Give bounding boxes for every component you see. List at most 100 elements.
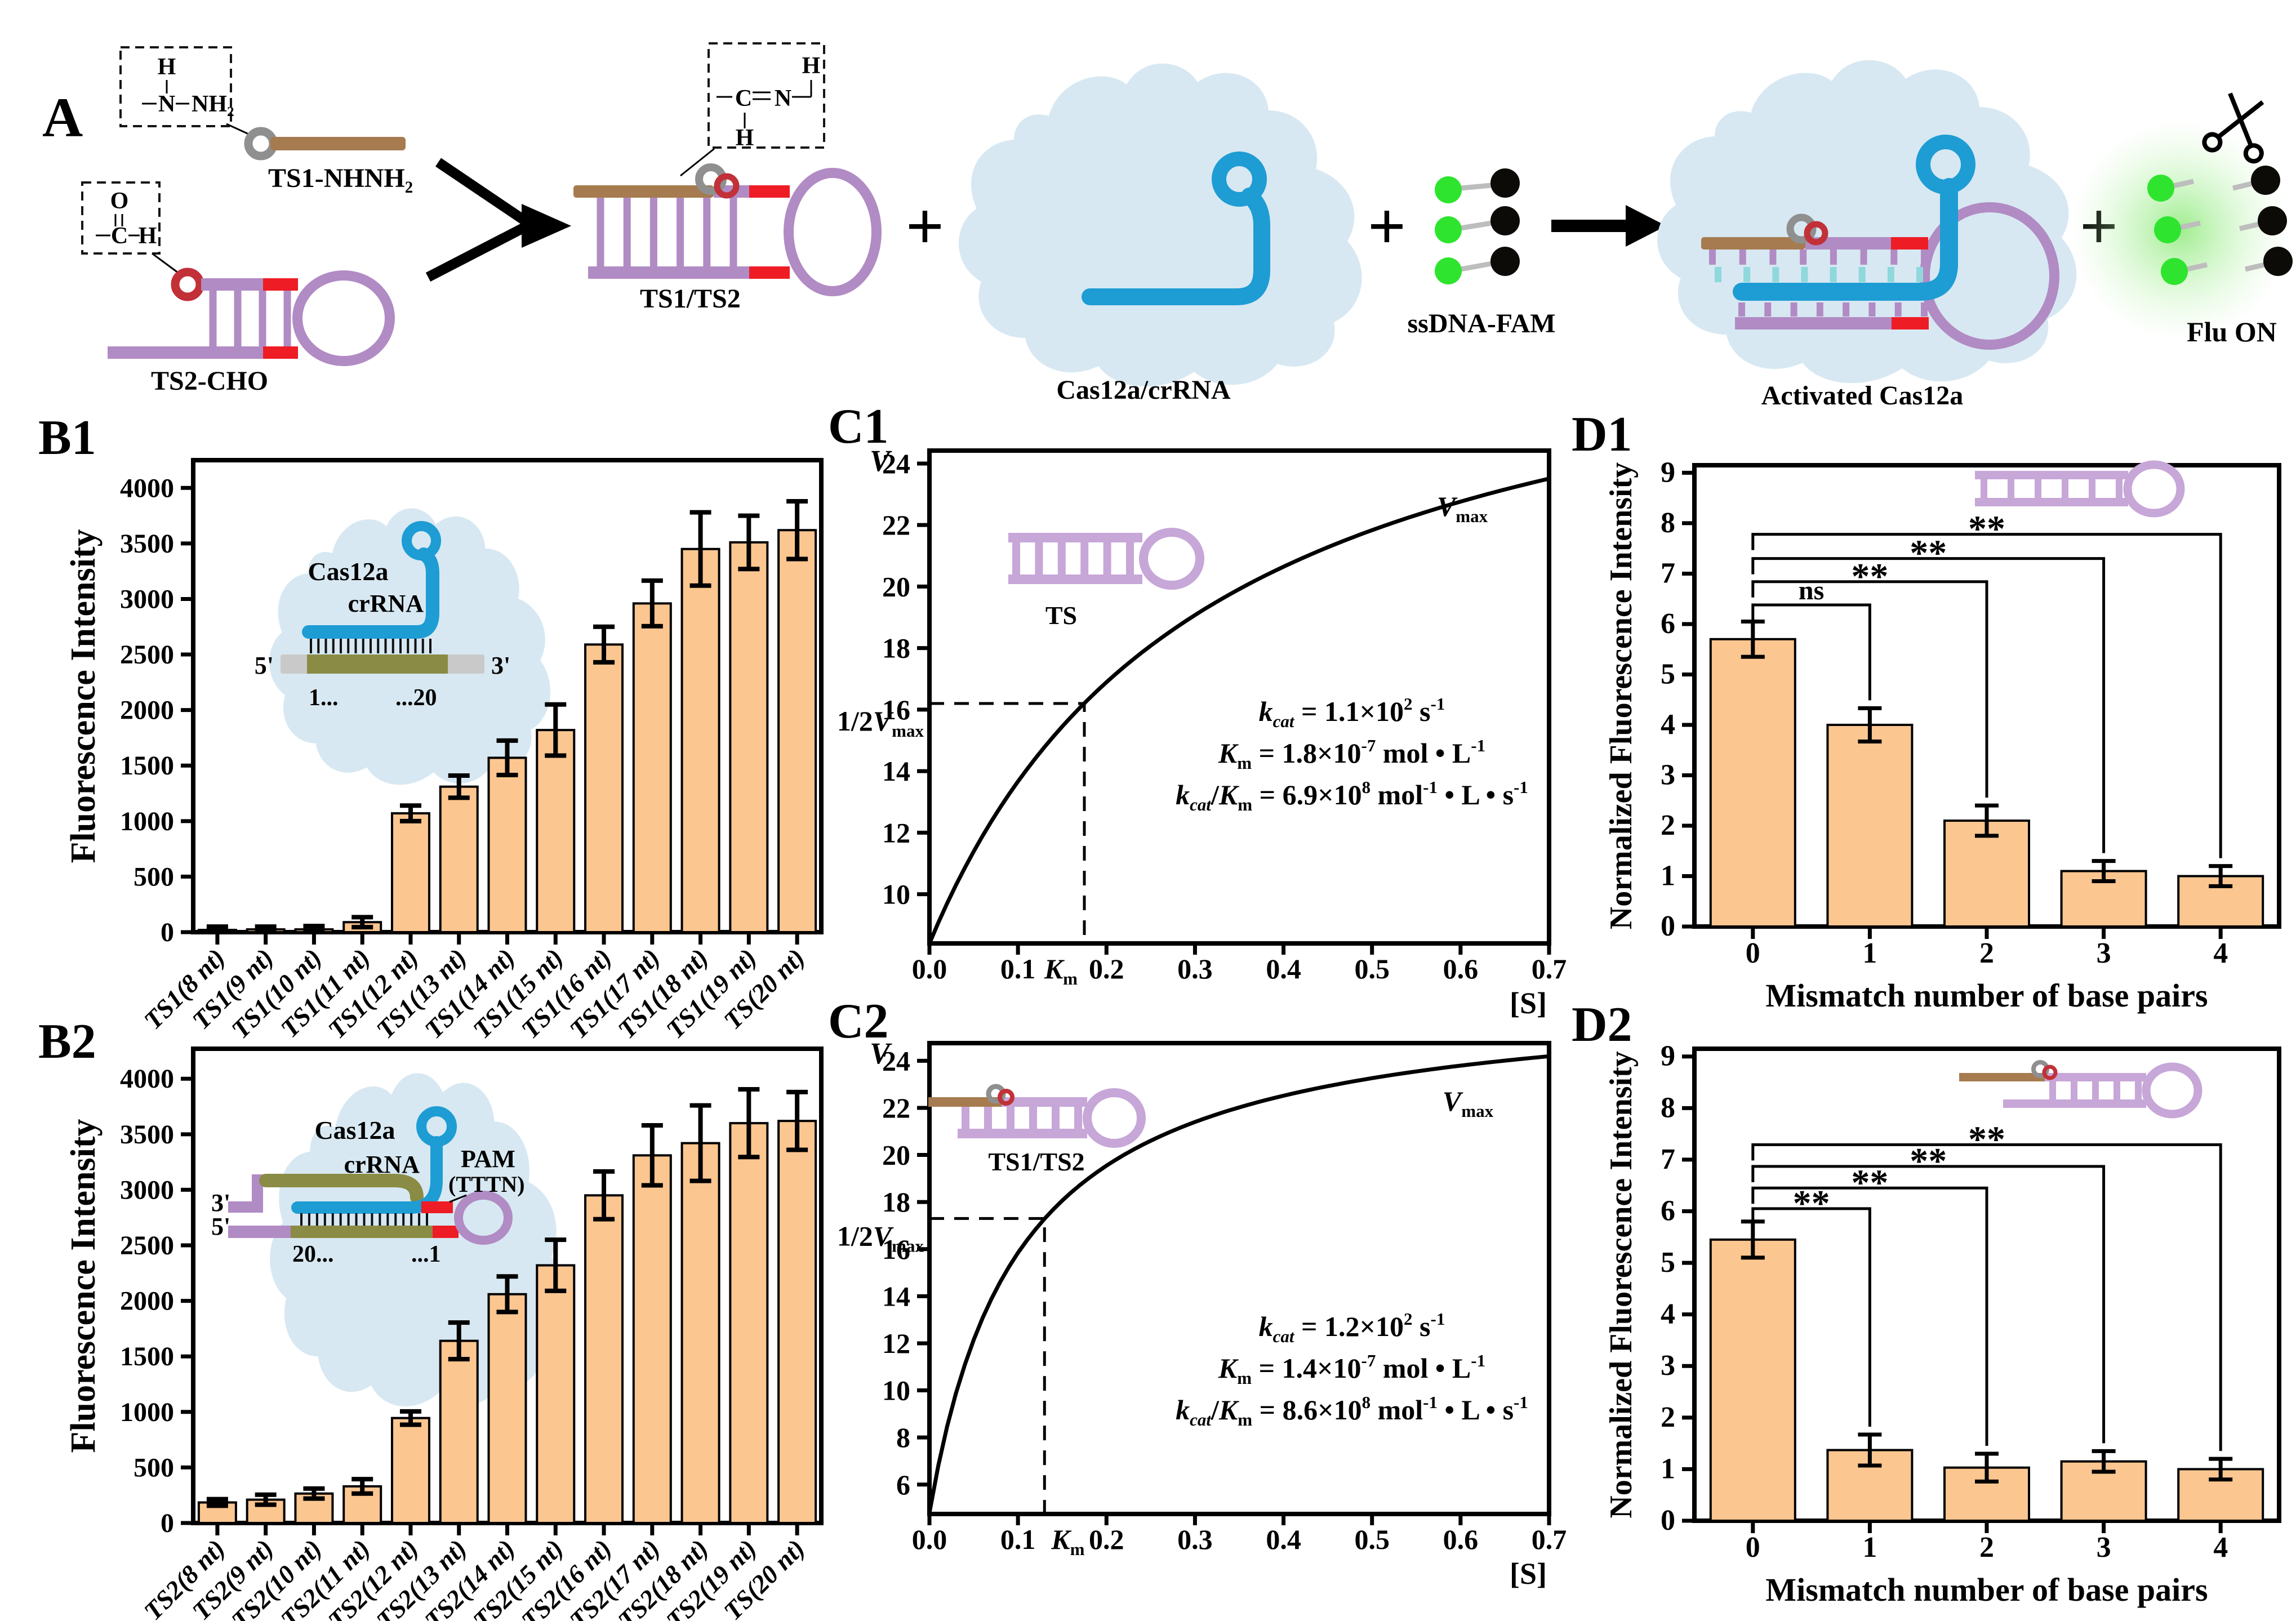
hairpin-rail-bottom (1975, 498, 2128, 506)
fam-dye (1435, 257, 1462, 284)
hairpin-rail-bottom (958, 1129, 1087, 1138)
x-tick-label: 0.5 (1354, 1524, 1390, 1555)
plot-frame (927, 448, 1551, 946)
ts1-strand (928, 1097, 1002, 1107)
y-tick-label: 3500 (120, 1120, 174, 1150)
x-tick-label: 0.2 (1089, 1524, 1124, 1555)
half-vmax-label: 1/2Vmax (837, 705, 924, 741)
quencher (2251, 166, 2280, 195)
inset-c2-ts1ts2-hairpin: TS1/TS2 (928, 1084, 1146, 1176)
x-tick-label: 0.3 (1177, 953, 1213, 985)
x-axis-title: Mismatch number of base pairs (1765, 1571, 2208, 1608)
linker (1460, 220, 1492, 231)
y-tick-label: 12 (882, 1328, 910, 1359)
bar (584, 643, 624, 934)
ts-label: TS (1045, 601, 1077, 630)
atom-o: O (110, 188, 129, 214)
significance-label: ns (1799, 576, 1824, 605)
significance-bracket (1751, 1207, 1871, 1427)
crrna-label: crRNA (344, 1151, 420, 1178)
inset-c1-ts-hairpin: TS (1008, 528, 1204, 630)
y-tick-label: 0 (161, 918, 174, 947)
cas12a-blob (958, 63, 1362, 387)
bar (487, 756, 527, 934)
y-tick-label: 1000 (120, 1397, 174, 1427)
duplex-rungs (597, 197, 737, 268)
bar (777, 529, 817, 933)
bar (584, 1194, 624, 1524)
y-tick-label: 4 (1661, 1298, 1675, 1330)
three-prime-label: 3' (491, 652, 510, 679)
bar (536, 729, 576, 933)
y-tick-label: 3000 (120, 1175, 174, 1205)
position-start-label: 20... (292, 1241, 334, 1267)
inset-d1-hairpin-icon (1975, 460, 2185, 518)
aldehyde-ring (1804, 221, 1828, 246)
quencher (2258, 206, 2287, 235)
five-prime-label: 5' (211, 1213, 230, 1240)
y-tick-label: 5 (1661, 1246, 1675, 1279)
hairpin-rail-bottom (588, 266, 749, 279)
scissors-blade (2217, 100, 2264, 139)
plus-sign: + (906, 189, 944, 264)
red-segment (1891, 237, 1928, 250)
y-tick-label: 8 (896, 1422, 910, 1453)
x-tick-label: 2 (1979, 1531, 1994, 1564)
x-tick-label: 0.0 (912, 953, 947, 985)
s-axis-label: [S] (1510, 986, 1547, 1020)
vmax-label: Vmax (1443, 1085, 1494, 1121)
scissors-handle (2243, 143, 2264, 164)
v-axis-label: V (870, 444, 892, 478)
bar (390, 1417, 430, 1525)
bar (632, 1154, 672, 1524)
y-tick-label: 2 (1661, 809, 1675, 841)
cas12a-label: Cas12a (314, 1116, 395, 1145)
atom-c: C (111, 223, 128, 249)
crrna-strand (302, 547, 439, 639)
x-tick-label: 0.4 (1266, 953, 1301, 985)
fam-dye (1435, 216, 1462, 243)
y-tick-label: 2500 (120, 1231, 174, 1261)
y-tick-label: 8 (1661, 1092, 1675, 1124)
ts1-strand (1701, 237, 1805, 250)
significance-label: ** (1968, 1119, 2005, 1160)
hairpin-rail-top (2045, 1073, 2146, 1081)
kinetic-parameter: Km = 1.8×10-7 mol • L-1 (1218, 736, 1485, 773)
product-label: TS1/TS2 (640, 284, 741, 314)
five-prime-label: 5' (255, 652, 274, 679)
bar (1709, 638, 1796, 928)
significance-bracket (1751, 1165, 2106, 1444)
y-tick-label: 10 (882, 1375, 910, 1406)
hairpin-loop (1083, 1088, 1146, 1148)
atom-h: H (139, 223, 157, 249)
y-tick-label: 3 (1661, 759, 1675, 791)
kinetic-parameter: kcat/Km = 8.6×108 mol-1 • L • s-1 (1176, 1392, 1528, 1429)
panel-label-a: A (42, 86, 83, 149)
panel-label-b2: B2 (38, 1014, 96, 1069)
y-axis-title: Normalized Fluorescence Intensity (1604, 1051, 1639, 1518)
chart-d1-mismatch: 0 1 2 3 4 5 6 7 8 9 Normalized Fluorescence Intens… (1604, 456, 2281, 1014)
hairpin-loop (454, 1191, 513, 1245)
significance-bracket (1751, 580, 1988, 798)
x-tick-label: 0.1 (1000, 953, 1036, 985)
y-tick-label: 20 (882, 1139, 910, 1171)
x-tick-label: 3 (2097, 937, 2111, 969)
significance-bracket (1751, 1143, 2222, 1451)
y-axis-title: Fluorescence Intensity (64, 529, 103, 863)
y-tick-label: 12 (882, 817, 910, 848)
cleaved-linker (2179, 220, 2201, 230)
y-tick-label: 0 (1661, 1504, 1675, 1537)
hairpin-loop (1139, 528, 1204, 590)
km-label: Km (1044, 953, 1078, 988)
km-guide-dashed (929, 702, 1086, 943)
x-tick-label: 4 (2213, 937, 2228, 969)
aldehyde-ring (171, 268, 204, 301)
hairpin-loop (292, 270, 395, 366)
bar (439, 1339, 479, 1524)
x-tick-label: 0.0 (912, 1524, 947, 1555)
bar (777, 1120, 817, 1525)
cleaved-linker (2186, 262, 2208, 272)
linker (1460, 261, 1492, 272)
atom-nh2: NH₂ (192, 91, 234, 117)
